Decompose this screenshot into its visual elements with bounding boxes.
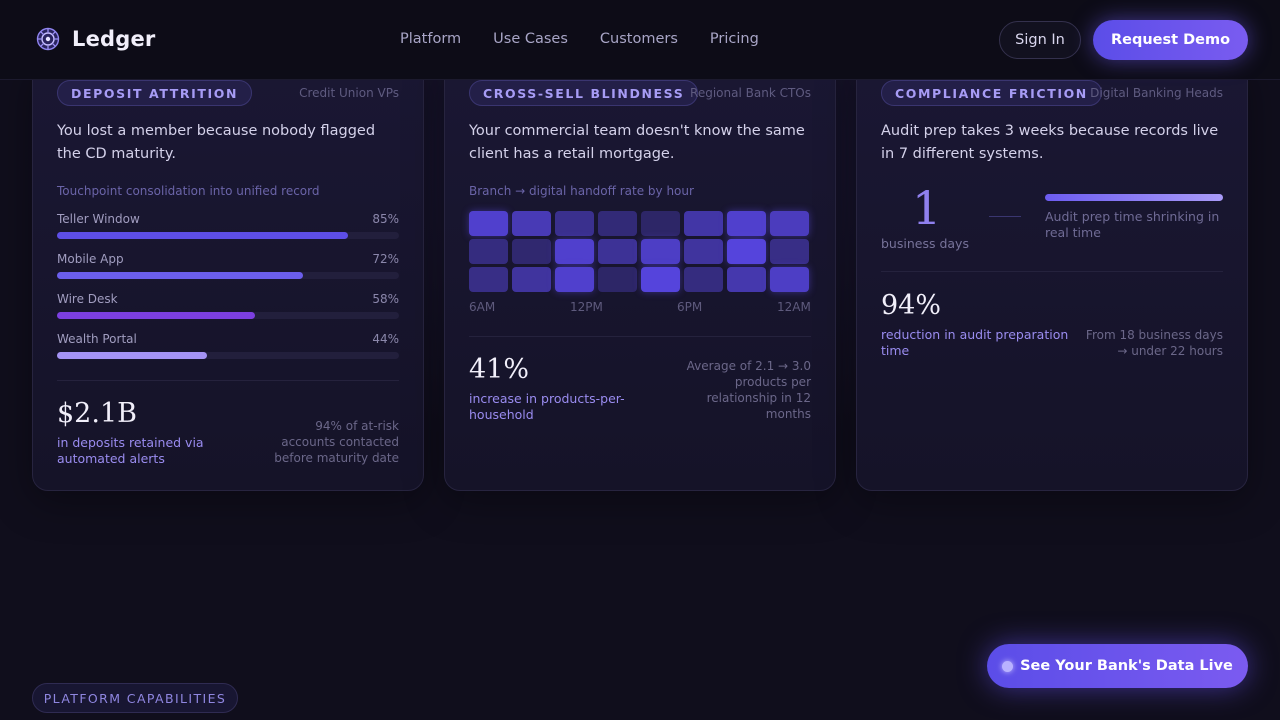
connector-line xyxy=(989,216,1021,217)
bar-fill xyxy=(57,272,304,279)
heatmap-cell xyxy=(727,267,766,292)
heatmap-cell xyxy=(555,239,594,264)
heatmap-cell xyxy=(727,211,766,236)
heatmap-cell xyxy=(598,239,637,264)
divider xyxy=(469,336,811,337)
section-pill: PLATFORM CAPABILITIES xyxy=(32,683,238,713)
card-headline: Your commercial team doesn't know the sa… xyxy=(469,123,805,162)
nav-link-platform[interactable]: Platform xyxy=(400,31,462,47)
heatmap-cell xyxy=(598,211,637,236)
heatmap-cell xyxy=(512,239,551,264)
bar-value: 72% xyxy=(372,252,399,266)
heatmap-cell xyxy=(469,267,508,292)
counter-value: 1 xyxy=(912,181,942,235)
heatmap-cell xyxy=(512,211,551,236)
metric-caption: reduction in audit preparation time xyxy=(881,327,1069,358)
metric-caption: increase in products-per-household xyxy=(469,391,625,422)
bar-row-mobile-app: Mobile App 72% xyxy=(57,252,399,279)
hour-label: 6PM xyxy=(677,300,703,314)
hour-label: 12PM xyxy=(570,300,603,314)
bar-track xyxy=(57,312,399,319)
brand-logo[interactable]: Ledger xyxy=(36,27,156,51)
heatmap-cell xyxy=(598,267,637,292)
metric-note: 94% of at-risk accounts contacted before… xyxy=(274,419,399,465)
metric-caption: in deposits retained via automated alert… xyxy=(57,435,204,466)
sign-in-button[interactable]: Sign In xyxy=(999,21,1081,59)
heatmap-cell xyxy=(727,239,766,264)
bar-label: Wire Desk xyxy=(57,292,118,306)
bar-value: 44% xyxy=(372,332,399,346)
heatmap-cell xyxy=(555,267,594,292)
bar-track xyxy=(57,272,399,279)
heatmap-cell xyxy=(512,267,551,292)
nav-link-use-cases[interactable]: Use Cases xyxy=(493,31,568,47)
heatmap-cell xyxy=(641,211,680,236)
hour-label: 12AM xyxy=(777,300,811,314)
card-tag: CROSS-SELL BLINDNESS xyxy=(469,80,699,106)
metric-note: From 18 business days → under 22 hours xyxy=(1085,328,1223,358)
bar-fill xyxy=(57,352,208,359)
compliance-friction-card: COMPLIANCE FRICTION Digital Banking Head… xyxy=(856,60,1248,491)
metric-value: $2.1B xyxy=(57,398,137,429)
ledger-logo-icon xyxy=(36,27,60,51)
bar-label: Mobile App xyxy=(57,252,124,266)
hour-label: 6AM xyxy=(469,300,496,314)
shrink-bar xyxy=(1045,194,1223,201)
request-demo-button[interactable]: Request Demo xyxy=(1093,20,1248,60)
card-headline: Audit prep takes 3 weeks because records… xyxy=(881,123,1219,162)
brand-name: Ledger xyxy=(72,27,156,51)
heatmap-cell xyxy=(641,267,680,292)
nav-link-pricing[interactable]: Pricing xyxy=(709,31,759,47)
bar-fill xyxy=(57,312,256,319)
shrink-caption: Audit prep time shrinking in real time xyxy=(1045,209,1220,240)
nav-link-customers[interactable]: Customers xyxy=(599,31,678,47)
bar-label: Wealth Portal xyxy=(57,332,137,346)
cta-label: See Your Bank's Data Live xyxy=(1020,658,1233,674)
heatmap-cell xyxy=(770,211,809,236)
heatmap-cell xyxy=(641,239,680,264)
divider xyxy=(57,380,399,381)
card-tag: DEPOSIT ATTRITION xyxy=(57,80,253,106)
bar-row-wealth-portal: Wealth Portal 44% xyxy=(57,332,399,359)
live-dot-icon xyxy=(1002,660,1014,672)
bar-value: 58% xyxy=(372,292,399,306)
heatmap-cell xyxy=(770,267,809,292)
bar-track xyxy=(57,232,399,239)
bar-track xyxy=(57,352,399,359)
card-headline: You lost a member because nobody flagged… xyxy=(57,123,376,162)
heatmap-cell xyxy=(770,239,809,264)
divider xyxy=(881,271,1223,272)
heatmap-cell xyxy=(684,211,723,236)
bar-label: Teller Window xyxy=(57,212,140,226)
bar-value: 85% xyxy=(372,212,399,226)
cross-sell-blindness-card: CROSS-SELL BLINDNESS Regional Bank CTOs … xyxy=(444,60,836,491)
heatmap-cell xyxy=(555,211,594,236)
bar-row-teller-window: Teller Window 85% xyxy=(57,212,399,239)
metric-value: 94% xyxy=(881,290,942,321)
metric-value: 41% xyxy=(469,354,530,385)
metric-note: Average of 2.1 → 3.0 products per relati… xyxy=(686,359,811,421)
deposit-attrition-card: DEPOSIT ATTRITION Credit Union VPs You l… xyxy=(32,60,424,491)
card-audience: Regional Bank CTOs xyxy=(690,86,811,100)
bar-fill xyxy=(57,232,348,239)
handoff-heatmap xyxy=(469,211,812,293)
see-data-live-button[interactable]: See Your Bank's Data Live xyxy=(987,644,1248,688)
card-audience: Digital Banking Heads xyxy=(1090,86,1223,100)
card-audience: Credit Union VPs xyxy=(299,86,399,100)
counter-caption: business days xyxy=(881,236,969,251)
card-tag: COMPLIANCE FRICTION xyxy=(881,80,1102,106)
top-nav: Ledger Platform Use Cases Customers Pric… xyxy=(0,0,1280,80)
nav-links: Platform Use Cases Customers Pricing xyxy=(400,31,791,47)
heatmap-cell xyxy=(684,239,723,264)
bar-row-wire-desk: Wire Desk 58% xyxy=(57,292,399,319)
chart-sublabel: Branch → digital handoff rate by hour xyxy=(469,184,694,198)
heatmap-cell xyxy=(469,211,508,236)
heatmap-cell xyxy=(469,239,508,264)
chart-sublabel: Touchpoint consolidation into unified re… xyxy=(57,184,320,198)
heatmap-cell xyxy=(684,267,723,292)
